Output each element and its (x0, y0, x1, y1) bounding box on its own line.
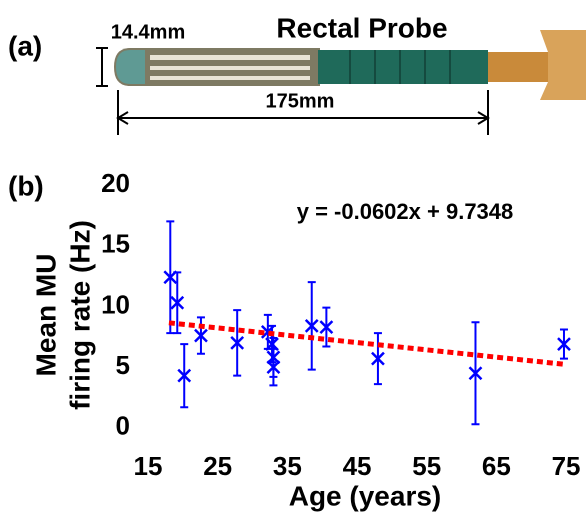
panel-a: (a) Rectal Probe 14.4mm 175mm (8, 12, 586, 135)
marker (371, 351, 385, 366)
marker (468, 366, 483, 381)
x-tick-label: 65 (482, 451, 511, 481)
y-tick-label: 15 (101, 229, 130, 259)
x-tick-label: 75 (552, 451, 581, 481)
marker (177, 368, 192, 383)
marker (319, 320, 334, 334)
panel-label: (a) (8, 30, 42, 61)
probe-tip (116, 50, 145, 84)
x-tick-label: 55 (412, 451, 441, 481)
handle-ribs (349, 50, 451, 84)
x-tick-label: 45 (343, 451, 372, 481)
dimension-lines (96, 47, 490, 135)
y-tick-label: 0 (116, 411, 130, 441)
y-tick-label: 20 (101, 168, 130, 198)
marker (304, 318, 319, 333)
marker (194, 328, 208, 343)
probe-handle (318, 50, 488, 84)
y-axis-title: Mean MU (30, 254, 61, 377)
probe-connector (540, 30, 586, 100)
trend-line (168, 320, 567, 367)
marker (230, 335, 245, 350)
length-label: 175mm (266, 90, 335, 112)
panel-label: (b) (8, 170, 44, 201)
x-tick-label: 15 (134, 451, 163, 481)
y-tick-label: 10 (101, 289, 130, 319)
equation: y = -0.0602x + 9.7348 (297, 199, 514, 224)
width-label: 14.4mm (111, 21, 186, 43)
marker (557, 337, 571, 351)
probe-title: Rectal Probe (276, 12, 447, 43)
electrodes (150, 55, 310, 80)
probe-cable (488, 52, 548, 82)
y-axis-title: firing rate (Hz) (64, 220, 95, 410)
marker (266, 360, 281, 375)
x-tick-label: 35 (273, 451, 302, 481)
x-tick-label: 25 (203, 451, 232, 481)
y-tick-label: 5 (116, 350, 130, 380)
x-axis-title: Age (years) (289, 480, 442, 511)
marker (170, 295, 185, 310)
panel-b: (b) y = -0.0602x + 9.7348 Age (years) Me… (8, 168, 581, 512)
